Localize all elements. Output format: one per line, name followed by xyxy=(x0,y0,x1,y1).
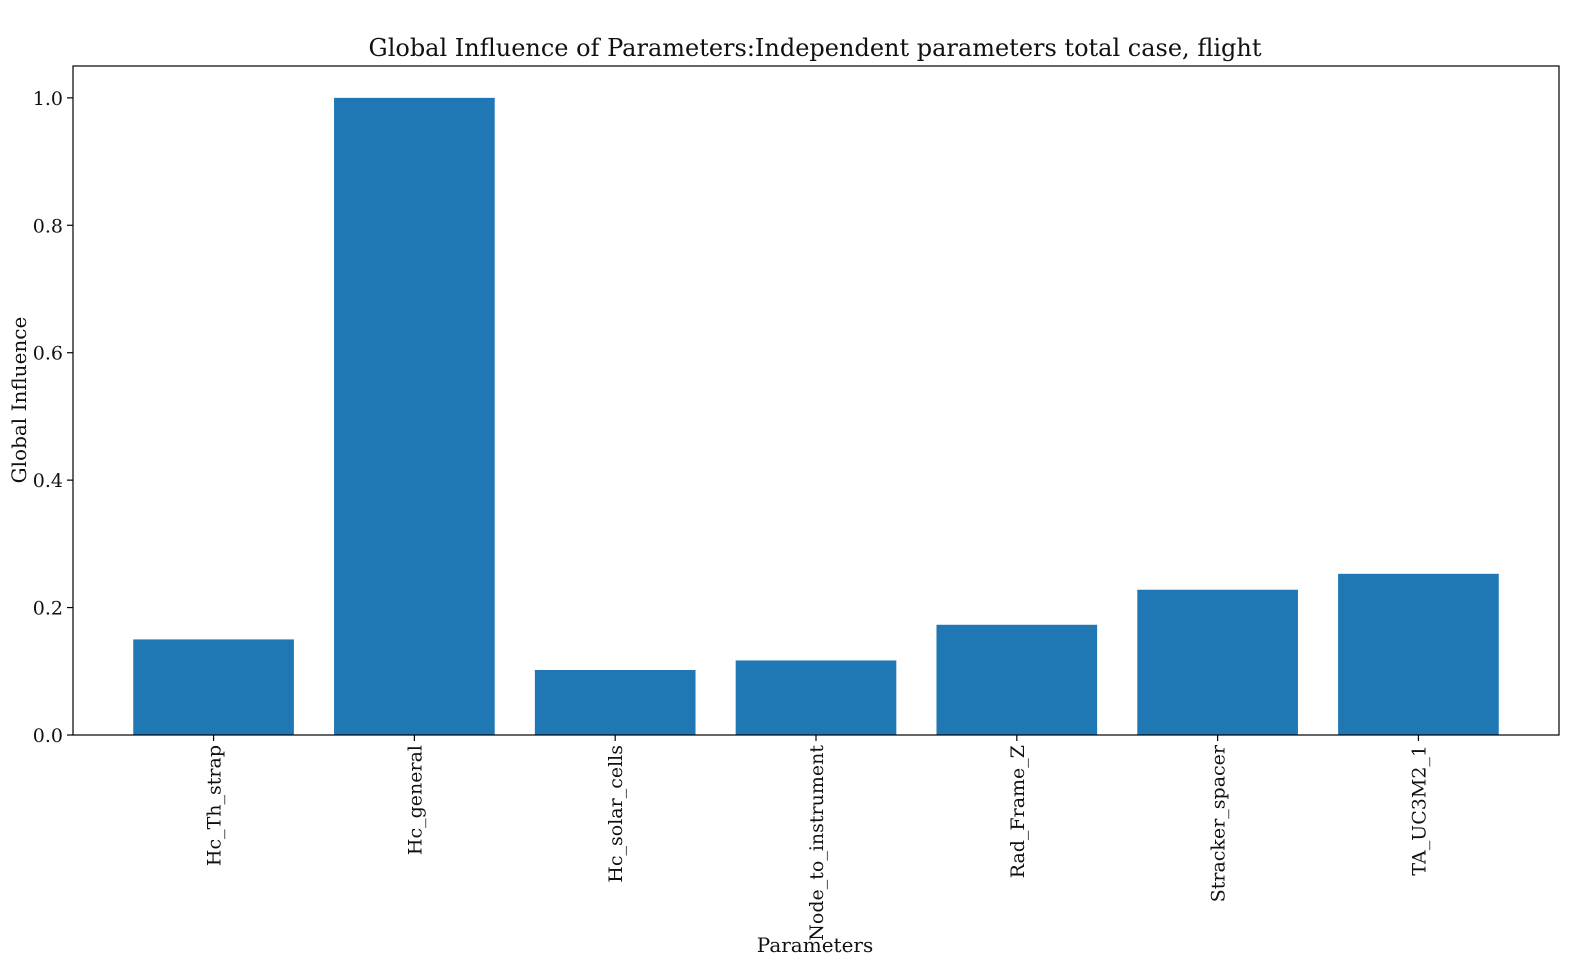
x-axis: Hc_Th_strap Hc_general Hc_solar_cells Node_… xyxy=(204,735,1430,941)
y-tick-label: 0.0 xyxy=(33,725,63,747)
x-tick-label: Hc_Th_strap xyxy=(204,745,226,866)
bar-Stracker_spacer xyxy=(1137,589,1298,735)
y-tick-label: 0.8 xyxy=(33,215,63,237)
bar-Hc_solar_cells xyxy=(534,670,696,735)
y-tick-label: 0.2 xyxy=(33,598,63,620)
chart-title: Global Influence of Parameters:Independe… xyxy=(369,34,1262,62)
bar-TA_UC3M2_1 xyxy=(1338,573,1499,735)
plot-frame xyxy=(72,65,1560,736)
x-axis-label: Parameters xyxy=(757,933,873,957)
bar-Node_to_instrument xyxy=(735,660,897,735)
x-tick-label: TA_UC3M2_1 xyxy=(1408,745,1430,876)
bar-Hc_general xyxy=(334,97,495,736)
bar-Hc_Th_strap xyxy=(133,639,294,735)
x-tick-label: Hc_solar_cells xyxy=(605,745,627,883)
bars-group xyxy=(133,97,1499,736)
y-axis-label: Global Influence xyxy=(7,317,31,484)
x-tick-label: Node_to_instrument xyxy=(806,745,828,941)
y-tick-label: 0.6 xyxy=(33,343,63,365)
y-tick-label: 1.0 xyxy=(33,88,63,110)
x-tick-label: Rad_Frame_Z xyxy=(1007,745,1029,878)
y-tick-label: 0.4 xyxy=(33,470,63,492)
y-axis: 0.0 0.2 0.4 0.6 0.8 1.0 xyxy=(33,88,73,747)
x-tick-label: Hc_general xyxy=(404,745,426,855)
x-tick-label: Stracker_spacer xyxy=(1208,744,1230,902)
bar-Rad_Frame_Z xyxy=(936,624,1098,735)
